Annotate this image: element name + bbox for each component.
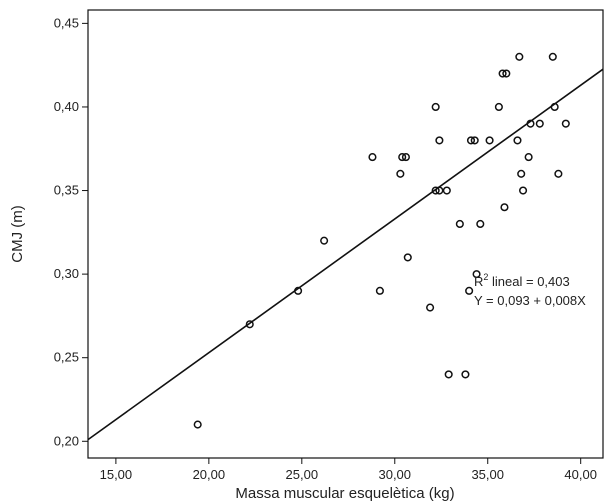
r-superscript: 2 bbox=[483, 272, 488, 282]
data-point bbox=[426, 303, 435, 312]
y-tick-label: 0,20 bbox=[54, 433, 79, 448]
data-point bbox=[561, 119, 570, 128]
y-tick-label: 0,35 bbox=[54, 183, 79, 198]
x-tick-label: 40,00 bbox=[564, 467, 597, 482]
x-axis: 15,00 20,00 25,00 30,00 35,00 40,00 bbox=[100, 458, 597, 482]
data-point bbox=[470, 136, 479, 145]
data-point bbox=[442, 186, 451, 195]
x-axis-title: Massa muscular esquelètica (kg) bbox=[235, 485, 454, 502]
data-point bbox=[245, 320, 254, 329]
data-point bbox=[398, 153, 407, 162]
data-point bbox=[502, 69, 511, 78]
data-point bbox=[431, 102, 440, 112]
x-tick-label: 15,00 bbox=[100, 467, 133, 482]
data-point bbox=[513, 136, 522, 145]
data-point bbox=[368, 153, 377, 162]
y-tick-label: 0,30 bbox=[54, 266, 79, 281]
data-points bbox=[193, 52, 570, 429]
data-point bbox=[548, 52, 557, 61]
y-tick-label: 0,25 bbox=[54, 350, 79, 365]
data-point bbox=[494, 102, 503, 112]
regression-equation: Y = 0,093 + 0,008X bbox=[474, 293, 586, 308]
x-tick-label: 25,00 bbox=[286, 467, 319, 482]
data-point bbox=[472, 270, 481, 279]
data-point bbox=[396, 169, 405, 178]
data-point bbox=[465, 286, 474, 295]
data-point bbox=[375, 286, 384, 295]
data-point bbox=[535, 119, 544, 128]
data-point bbox=[455, 219, 464, 229]
data-point bbox=[320, 236, 329, 245]
data-point bbox=[519, 186, 528, 195]
data-point bbox=[476, 219, 485, 229]
y-axis-title: CMJ (m) bbox=[9, 205, 26, 262]
data-point bbox=[550, 102, 559, 112]
data-point bbox=[403, 253, 412, 262]
y-tick-label: 0,45 bbox=[54, 15, 79, 30]
data-point bbox=[485, 136, 494, 145]
y-tick-label: 0,40 bbox=[54, 99, 79, 114]
data-point bbox=[435, 136, 444, 145]
r-prefix: R bbox=[474, 274, 483, 289]
data-point bbox=[517, 169, 526, 178]
data-point bbox=[515, 52, 524, 61]
x-tick-label: 35,00 bbox=[471, 467, 504, 482]
data-point bbox=[524, 153, 533, 162]
y-axis: 0,20 0,25 0,30 0,35 0,40 0,45 bbox=[54, 15, 88, 448]
data-point bbox=[401, 153, 410, 162]
data-point bbox=[554, 169, 563, 178]
plot-frame bbox=[87, 9, 604, 459]
fit-line-group bbox=[87, 68, 604, 441]
data-point bbox=[294, 286, 303, 295]
x-tick-label: 30,00 bbox=[378, 467, 411, 482]
data-point bbox=[526, 119, 535, 128]
data-point bbox=[435, 186, 444, 195]
x-tick-label: 20,00 bbox=[193, 467, 226, 482]
data-point bbox=[466, 136, 476, 145]
data-point bbox=[431, 186, 440, 195]
data-point bbox=[193, 420, 202, 429]
r-squared-label: R2 lineal = 0,403 bbox=[474, 272, 570, 289]
data-point bbox=[461, 370, 470, 379]
data-point bbox=[444, 370, 453, 379]
data-point bbox=[500, 203, 509, 212]
regression-line bbox=[87, 68, 604, 441]
data-point bbox=[498, 69, 507, 78]
r-text: lineal = 0,403 bbox=[488, 274, 569, 289]
